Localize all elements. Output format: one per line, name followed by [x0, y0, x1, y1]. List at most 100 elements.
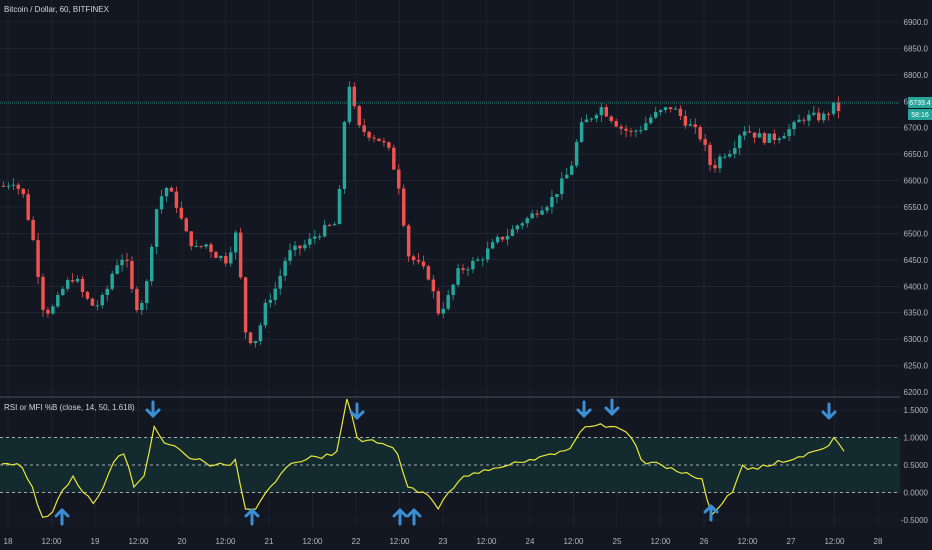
indicator-line[interactable] — [1, 398, 845, 518]
candle-body[interactable] — [199, 245, 203, 247]
candles[interactable] — [1, 81, 841, 348]
candle-body[interactable] — [515, 225, 520, 230]
candle-body[interactable] — [80, 278, 85, 292]
candle-body[interactable] — [288, 250, 292, 261]
time-axis[interactable]: 18 12:00 19 12:00 20 12:00 21 12:00 22 12:00 23 12:… — [4, 537, 883, 546]
candle-body[interactable] — [367, 131, 371, 138]
candle-body[interactable] — [61, 288, 65, 295]
candle-body[interactable] — [500, 236, 505, 240]
candle-body[interactable] — [767, 133, 772, 143]
candle-body[interactable] — [530, 213, 534, 219]
candle-body[interactable] — [401, 188, 406, 226]
candle-body[interactable] — [787, 129, 791, 137]
candle-body[interactable] — [836, 102, 841, 112]
candle-body[interactable] — [505, 235, 510, 240]
candle-body[interactable] — [550, 197, 554, 208]
candle-body[interactable] — [772, 133, 777, 141]
price-axis[interactable]: 6900.06850.06800.06750.06700.06650.06600… — [904, 18, 929, 397]
candle-body[interactable] — [392, 147, 396, 170]
candle-body[interactable] — [629, 130, 633, 132]
candle-body[interactable] — [90, 298, 95, 306]
candle-body[interactable] — [817, 112, 821, 121]
candle-body[interactable] — [555, 194, 559, 198]
candle-body[interactable] — [762, 133, 767, 143]
candle-body[interactable] — [406, 225, 411, 257]
candle-body[interactable] — [100, 295, 105, 306]
candle-body[interactable] — [243, 277, 248, 333]
candle-body[interactable] — [204, 244, 208, 247]
indicator-pane[interactable] — [0, 398, 900, 518]
candle-body[interactable] — [728, 153, 732, 157]
candle-body[interactable] — [495, 236, 500, 243]
candle-body[interactable] — [283, 260, 287, 276]
candle-body[interactable] — [545, 207, 549, 211]
candle-body[interactable] — [149, 246, 154, 282]
candle-body[interactable] — [436, 291, 441, 314]
candle-body[interactable] — [140, 303, 144, 311]
candle-body[interactable] — [812, 112, 816, 115]
candle-body[interactable] — [807, 114, 811, 121]
candle-body[interactable] — [742, 131, 747, 136]
candle-body[interactable] — [308, 238, 312, 245]
candle-body[interactable] — [569, 165, 574, 175]
candle-body[interactable] — [490, 242, 495, 249]
candle-body[interactable] — [624, 128, 628, 131]
candle-body[interactable] — [535, 213, 539, 215]
candle-body[interactable] — [31, 219, 35, 241]
candle-body[interactable] — [510, 229, 515, 236]
candle-body[interactable] — [471, 260, 475, 270]
candle-body[interactable] — [258, 325, 263, 342]
candle-body[interactable] — [426, 266, 431, 280]
candle-body[interactable] — [56, 294, 60, 307]
candle-body[interactable] — [357, 106, 361, 126]
candle-body[interactable] — [85, 291, 90, 299]
candle-body[interactable] — [658, 110, 663, 113]
candle-body[interactable] — [135, 288, 139, 311]
candle-body[interactable] — [233, 232, 238, 253]
candle-body[interactable] — [747, 131, 752, 133]
candle-body[interactable] — [75, 278, 80, 282]
candle-body[interactable] — [342, 122, 347, 189]
candle-body[interactable] — [219, 255, 223, 258]
candle-body[interactable] — [169, 187, 174, 192]
candle-body[interactable] — [411, 256, 416, 261]
candle-body[interactable] — [614, 121, 618, 127]
candle-body[interactable] — [110, 273, 114, 289]
candle-body[interactable] — [372, 137, 376, 139]
candle-body[interactable] — [248, 332, 253, 344]
candle-body[interactable] — [594, 115, 599, 119]
candle-body[interactable] — [466, 269, 470, 271]
candle-body[interactable] — [387, 142, 391, 148]
candle-body[interactable] — [159, 196, 164, 210]
candle-body[interactable] — [189, 231, 193, 247]
candle-body[interactable] — [41, 276, 45, 310]
candle-body[interactable] — [194, 245, 198, 247]
candle-body[interactable] — [115, 265, 119, 274]
candle-body[interactable] — [688, 124, 693, 126]
candle-body[interactable] — [164, 187, 169, 197]
candle-body[interactable] — [397, 169, 401, 189]
candle-body[interactable] — [634, 130, 638, 132]
candle-body[interactable] — [476, 259, 480, 261]
candle-body[interactable] — [678, 108, 683, 116]
candle-body[interactable] — [584, 119, 589, 123]
candle-body[interactable] — [663, 107, 668, 111]
candle-body[interactable] — [253, 341, 258, 344]
candle-body[interactable] — [560, 178, 564, 195]
candle-body[interactable] — [831, 102, 836, 114]
candle-body[interactable] — [70, 280, 75, 282]
candle-body[interactable] — [485, 248, 490, 260]
candle-body[interactable] — [446, 295, 450, 309]
candle-body[interactable] — [263, 302, 268, 326]
candle-body[interactable] — [708, 144, 712, 166]
indicator-axis[interactable]: 1.5000 1.0000 0.5000 0.0000 -0.5000 — [901, 406, 929, 525]
candle-body[interactable] — [120, 259, 124, 266]
candle-body[interactable] — [733, 148, 737, 154]
candle-body[interactable] — [792, 122, 796, 130]
candle-body[interactable] — [683, 115, 688, 126]
candle-body[interactable] — [278, 275, 282, 289]
candle-body[interactable] — [599, 107, 604, 116]
candle-body[interactable] — [273, 288, 277, 300]
candle-body[interactable] — [540, 210, 544, 215]
candle-body[interactable] — [619, 126, 623, 129]
